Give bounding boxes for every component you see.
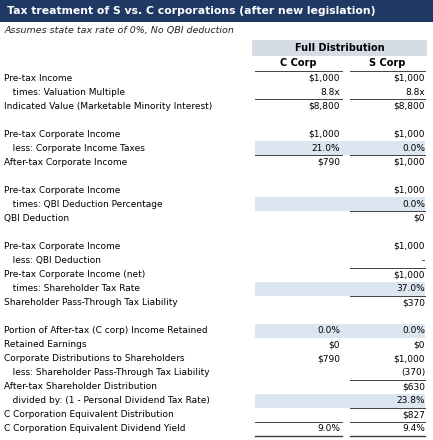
- Text: $827: $827: [402, 411, 425, 419]
- Bar: [255, 394, 425, 408]
- Text: $1,000: $1,000: [394, 130, 425, 139]
- Text: 37.0%: 37.0%: [396, 284, 425, 293]
- Text: C Corp: C Corp: [280, 59, 317, 69]
- Bar: [255, 141, 425, 155]
- Text: $1,000: $1,000: [394, 186, 425, 195]
- Text: Pre-tax Corporate Income: Pre-tax Corporate Income: [4, 186, 120, 195]
- Text: divided by: (1 - Personal Dividend Tax Rate): divided by: (1 - Personal Dividend Tax R…: [4, 396, 210, 405]
- Text: 8.8x: 8.8x: [320, 88, 340, 96]
- Text: $790: $790: [317, 158, 340, 167]
- Text: After-tax Shareholder Distribution: After-tax Shareholder Distribution: [4, 382, 157, 391]
- Text: Tax treatment of S vs. C corporations (after new legislation): Tax treatment of S vs. C corporations (a…: [7, 6, 375, 16]
- Text: times: QBI Deduction Percentage: times: QBI Deduction Percentage: [4, 200, 163, 209]
- Text: $790: $790: [317, 354, 340, 363]
- Text: $0: $0: [414, 214, 425, 223]
- Text: After-tax Corporate Income: After-tax Corporate Income: [4, 158, 127, 167]
- Text: $0: $0: [414, 340, 425, 349]
- Text: $8,800: $8,800: [308, 102, 340, 110]
- Text: $370: $370: [402, 298, 425, 307]
- Bar: [255, 198, 425, 211]
- Text: Full Distribution: Full Distribution: [295, 43, 385, 53]
- Text: (370): (370): [401, 368, 425, 378]
- Bar: [0, 0, 433, 22]
- Text: $1,000: $1,000: [394, 242, 425, 251]
- Text: Shareholder Pass-Through Tax Liability: Shareholder Pass-Through Tax Liability: [4, 298, 178, 307]
- Text: 23.8%: 23.8%: [396, 396, 425, 405]
- Text: 8.8x: 8.8x: [405, 88, 425, 96]
- Text: 0.0%: 0.0%: [402, 200, 425, 209]
- Text: 9.4%: 9.4%: [402, 425, 425, 433]
- Text: $630: $630: [402, 382, 425, 391]
- Bar: [255, 324, 425, 338]
- Text: $1,000: $1,000: [308, 130, 340, 139]
- Text: $0: $0: [329, 340, 340, 349]
- Bar: [255, 282, 425, 296]
- Text: $8,800: $8,800: [394, 102, 425, 110]
- Text: $1,000: $1,000: [308, 73, 340, 83]
- Text: less: Corporate Income Taxes: less: Corporate Income Taxes: [4, 144, 145, 153]
- Text: Assumes state tax rate of 0%, No QBI deduction: Assumes state tax rate of 0%, No QBI ded…: [4, 26, 234, 36]
- Text: Pre-tax Corporate Income: Pre-tax Corporate Income: [4, 242, 120, 251]
- Text: Pre-tax Corporate Income: Pre-tax Corporate Income: [4, 130, 120, 139]
- Text: Corporate Distributions to Shareholders: Corporate Distributions to Shareholders: [4, 354, 184, 363]
- Text: Pre-tax Income: Pre-tax Income: [4, 73, 72, 83]
- Text: C Corporation Equivalent Distribution: C Corporation Equivalent Distribution: [4, 411, 174, 419]
- Text: $1,000: $1,000: [394, 73, 425, 83]
- Text: -: -: [422, 256, 425, 265]
- Text: less: QBI Deduction: less: QBI Deduction: [4, 256, 101, 265]
- Text: $1,000: $1,000: [394, 354, 425, 363]
- Text: times: Valuation Multiple: times: Valuation Multiple: [4, 88, 125, 96]
- Text: Portion of After-tax (C corp) Income Retained: Portion of After-tax (C corp) Income Ret…: [4, 326, 208, 335]
- Text: Retained Earnings: Retained Earnings: [4, 340, 87, 349]
- Text: 21.0%: 21.0%: [311, 144, 340, 153]
- Text: 9.0%: 9.0%: [317, 425, 340, 433]
- Text: 0.0%: 0.0%: [402, 326, 425, 335]
- Text: S Corp: S Corp: [369, 59, 406, 69]
- Text: 0.0%: 0.0%: [317, 326, 340, 335]
- Text: C Corporation Equivalent Dividend Yield: C Corporation Equivalent Dividend Yield: [4, 425, 185, 433]
- Text: $1,000: $1,000: [394, 270, 425, 279]
- Text: QBI Deduction: QBI Deduction: [4, 214, 69, 223]
- Text: less: Shareholder Pass-Through Tax Liability: less: Shareholder Pass-Through Tax Liabi…: [4, 368, 210, 378]
- Text: $1,000: $1,000: [394, 158, 425, 167]
- Text: Indicated Value (Marketable Minority Interest): Indicated Value (Marketable Minority Int…: [4, 102, 212, 110]
- Bar: [252, 40, 427, 56]
- Text: times: Shareholder Tax Rate: times: Shareholder Tax Rate: [4, 284, 140, 293]
- Text: Pre-tax Corporate Income (net): Pre-tax Corporate Income (net): [4, 270, 145, 279]
- Text: 0.0%: 0.0%: [402, 144, 425, 153]
